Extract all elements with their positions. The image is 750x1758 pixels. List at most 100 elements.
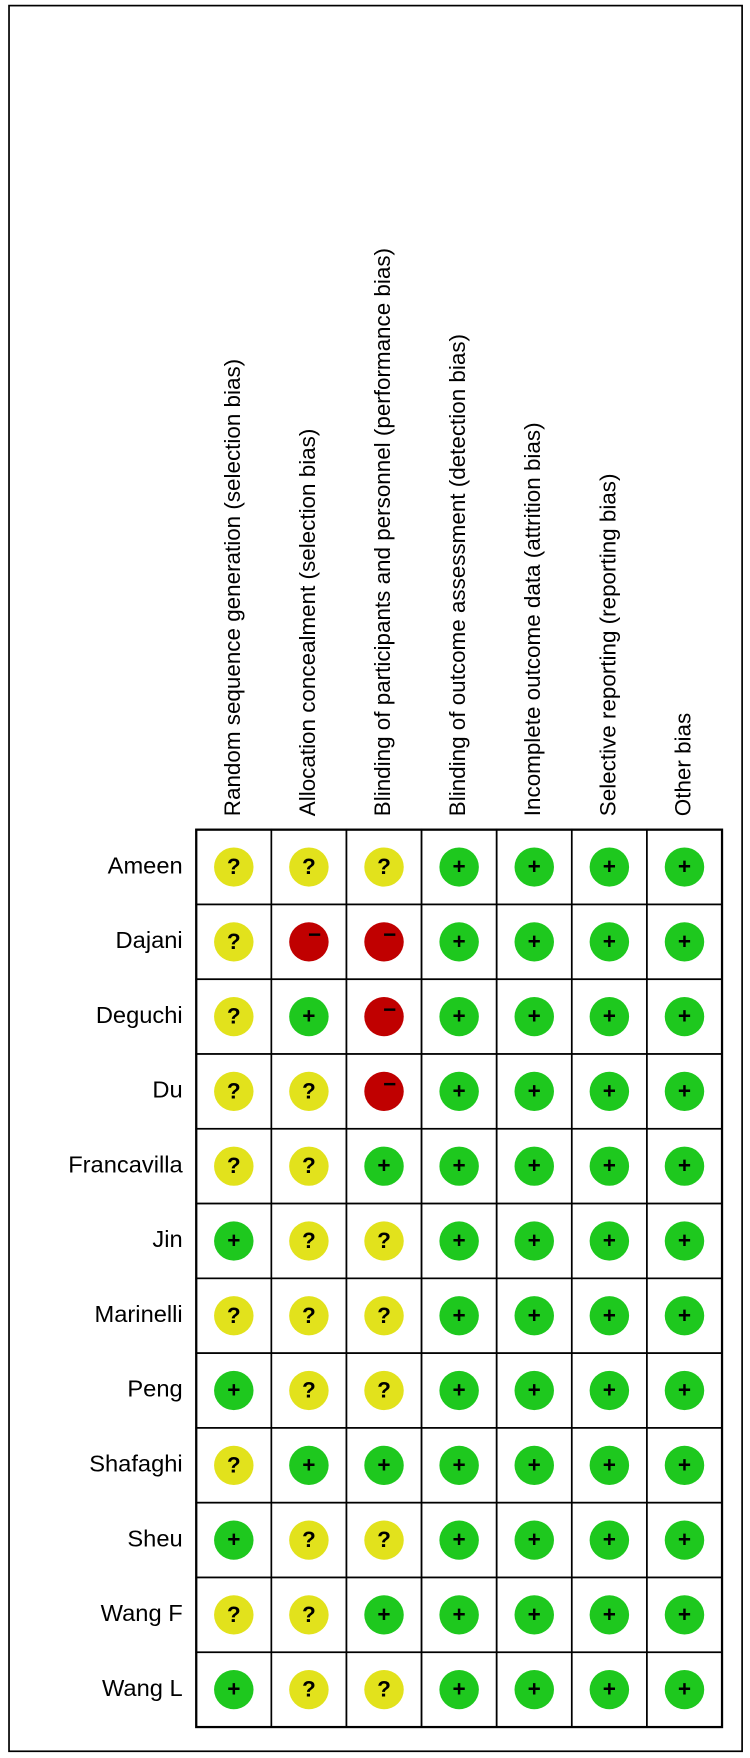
risk-symbol: − — [308, 922, 321, 947]
risk-symbol: − — [383, 997, 396, 1022]
risk-dot — [289, 1296, 329, 1336]
risk-dot — [289, 1595, 329, 1635]
risk-symbol: + — [302, 1004, 315, 1029]
risk-dot — [364, 997, 404, 1037]
risk-symbol: + — [453, 1228, 466, 1253]
risk-dot — [664, 1445, 705, 1485]
risk-symbol: + — [603, 1452, 616, 1477]
risk-symbol: ? — [302, 1228, 316, 1253]
risk-dot — [289, 1670, 329, 1710]
risk-dot — [514, 997, 554, 1037]
risk-symbol: ? — [227, 929, 241, 954]
risk-symbol: + — [528, 1079, 541, 1104]
risk-symbol: + — [603, 1079, 616, 1104]
risk-dot — [214, 1370, 254, 1411]
cell — [420, 903, 498, 981]
risk-dot — [289, 847, 329, 887]
risk-symbol: + — [453, 1079, 466, 1104]
risk-dot — [514, 1370, 554, 1411]
risk-dot — [589, 922, 630, 962]
risk-symbol: + — [678, 854, 691, 879]
risk-symbol: ? — [302, 1153, 316, 1178]
risk-symbol: + — [603, 1527, 616, 1552]
risk-dot — [214, 1146, 254, 1186]
risk-dot — [589, 1445, 630, 1485]
risk-dot — [589, 997, 630, 1037]
risk-symbol: ? — [377, 1378, 391, 1403]
risk-dot — [439, 1445, 479, 1485]
risk-symbol: + — [528, 1378, 541, 1403]
row-label: Marinelli — [95, 1302, 183, 1328]
risk-dot — [514, 1221, 554, 1261]
risk-symbol: ? — [302, 1677, 316, 1702]
risk-dot — [664, 1071, 705, 1112]
risk-dot — [589, 1146, 630, 1186]
risk-dot — [664, 847, 705, 887]
risk-dot — [289, 1445, 329, 1485]
risk-dot — [289, 1146, 329, 1186]
risk-dot — [214, 922, 254, 962]
risk-dot — [664, 1221, 705, 1261]
risk-dot — [514, 1296, 554, 1336]
risk-symbol: − — [383, 922, 396, 947]
risk-dot — [439, 922, 479, 962]
risk-symbol: + — [227, 1378, 240, 1403]
risk-symbol: ? — [227, 1602, 241, 1627]
risk-symbol: + — [528, 1228, 541, 1253]
risk-symbol: + — [528, 1677, 541, 1702]
risk-dot — [664, 1520, 705, 1560]
risk-symbol: ? — [302, 1303, 316, 1328]
row-label: Wang L — [102, 1676, 183, 1702]
risk-dot — [664, 997, 705, 1037]
row-label: Deguchi — [96, 1003, 183, 1029]
risk-symbol: + — [453, 929, 466, 954]
risk-dot — [589, 1370, 630, 1411]
risk-symbol: + — [528, 1303, 541, 1328]
risk-symbol: + — [453, 854, 466, 879]
risk-dot — [664, 1370, 705, 1411]
risk-symbol: + — [603, 1677, 616, 1702]
risk-symbol: + — [377, 1153, 390, 1178]
row-label: Francavilla — [68, 1152, 183, 1178]
risk-dot — [589, 1296, 630, 1336]
row-label: Jin — [152, 1227, 182, 1253]
risk-symbol: + — [678, 1004, 691, 1029]
risk-dot — [289, 1221, 329, 1261]
risk-dot — [364, 1520, 404, 1560]
risk-symbol: ? — [377, 1677, 391, 1702]
risk-dot — [589, 847, 630, 887]
risk-dot — [214, 1670, 254, 1710]
risk-dot — [439, 1370, 479, 1411]
risk-dot — [664, 1670, 705, 1710]
risk-symbol: + — [603, 1228, 616, 1253]
risk-symbol: + — [227, 1527, 240, 1552]
risk-symbol: + — [678, 1153, 691, 1178]
column-header: Random sequence generation (selection bi… — [220, 359, 245, 816]
risk-dot — [364, 847, 404, 887]
risk-dot — [589, 1670, 630, 1710]
risk-symbol: ? — [302, 1378, 316, 1403]
cell — [345, 1576, 423, 1654]
risk-symbol: ? — [227, 854, 241, 879]
risk-dot — [664, 1296, 705, 1336]
risk-symbol: + — [453, 1378, 466, 1403]
risk-dot — [289, 997, 329, 1037]
row-label: Sheu — [127, 1526, 182, 1552]
row-label: Wang F — [101, 1601, 183, 1627]
risk-symbol: ? — [377, 1228, 391, 1253]
risk-symbol: ? — [302, 1527, 316, 1552]
cell — [345, 1427, 423, 1504]
risk-dot — [589, 1071, 630, 1112]
risk-symbol: + — [453, 1452, 466, 1477]
risk-symbol: + — [603, 1303, 616, 1328]
risk-symbol: + — [528, 1004, 541, 1029]
risk-symbol: ? — [302, 1602, 316, 1627]
risk-dot — [514, 847, 554, 887]
row-label: Du — [152, 1078, 182, 1104]
cell — [495, 1352, 573, 1429]
risk-dot — [439, 1520, 479, 1560]
risk-dot — [364, 1071, 404, 1112]
risk-dot — [364, 1146, 404, 1186]
risk-symbol: + — [678, 1602, 691, 1627]
